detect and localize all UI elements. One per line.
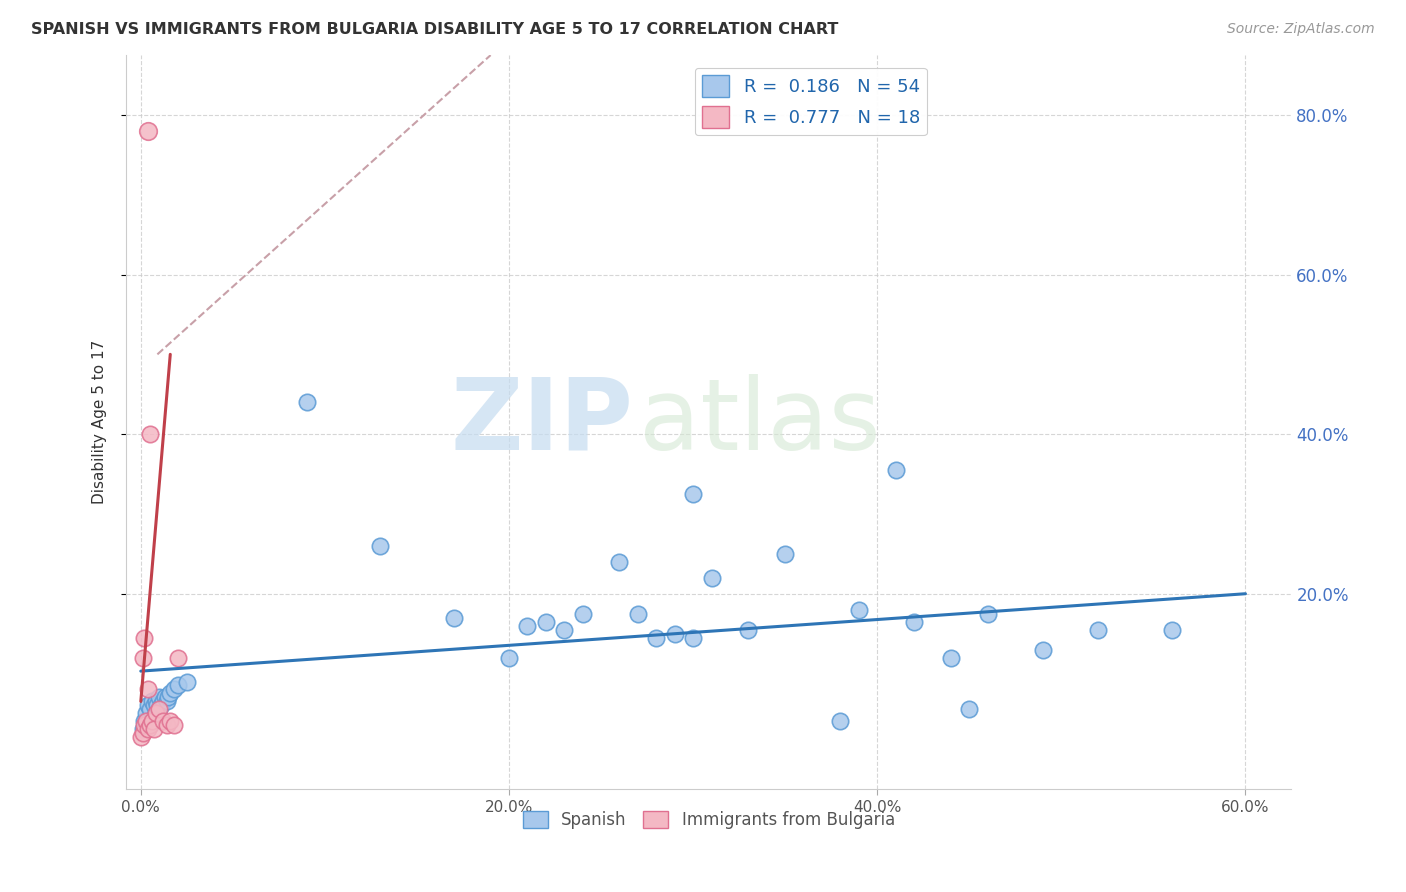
Point (1160, 623, 1182, 637)
Point (645, 631, 668, 645)
Point (136, 682, 159, 697)
Point (976, 607, 998, 621)
Point (134, 631, 156, 645)
Point (131, 650, 153, 665)
Point (700, 571, 723, 585)
Point (146, 698, 169, 713)
Point (737, 623, 759, 637)
Point (443, 610, 465, 624)
Point (553, 623, 575, 637)
Point (135, 714, 157, 729)
Point (1032, 642, 1054, 657)
Point (155, 694, 177, 708)
Point (139, 702, 162, 716)
Point (146, 710, 169, 724)
Point (141, 714, 163, 729)
Point (145, 694, 167, 708)
Text: SPANISH VS IMMIGRANTS FROM BULGARIA DISABILITY AGE 5 TO 17 CORRELATION CHART: SPANISH VS IMMIGRANTS FROM BULGARIA DISA… (31, 22, 838, 37)
Y-axis label: Disability Age 5 to 17: Disability Age 5 to 17 (93, 340, 107, 504)
Point (664, 626, 686, 640)
Point (142, 698, 165, 713)
Point (134, 714, 156, 729)
Point (884, 463, 907, 477)
Point (159, 714, 181, 729)
Point (176, 674, 198, 689)
Point (939, 650, 962, 665)
Point (145, 706, 167, 721)
Point (153, 690, 176, 705)
Point (145, 706, 167, 721)
Point (136, 698, 159, 713)
Point (534, 615, 557, 629)
Point (152, 714, 174, 729)
Point (157, 690, 180, 705)
Text: ZIP: ZIP (450, 374, 633, 471)
Point (848, 603, 870, 617)
Point (498, 650, 520, 665)
Point (135, 706, 157, 721)
Point (134, 718, 156, 732)
Point (150, 698, 173, 713)
Point (131, 726, 153, 740)
Legend: Spanish, Immigrants from Bulgaria: Spanish, Immigrants from Bulgaria (516, 805, 901, 836)
Point (136, 714, 159, 729)
Point (139, 718, 162, 732)
Point (159, 686, 181, 700)
Point (148, 702, 170, 716)
Point (682, 631, 704, 645)
Point (142, 723, 165, 737)
Point (682, 487, 704, 501)
Point (148, 690, 170, 705)
Point (152, 694, 174, 708)
Point (131, 723, 153, 737)
Point (903, 615, 925, 629)
Point (516, 618, 538, 632)
Point (139, 427, 162, 442)
Point (135, 718, 157, 732)
Point (155, 718, 177, 732)
Point (141, 694, 163, 708)
Point (148, 702, 170, 716)
Text: atlas: atlas (638, 374, 880, 471)
Point (166, 678, 188, 692)
Point (163, 718, 186, 732)
Point (166, 650, 188, 665)
Point (295, 395, 318, 409)
Point (627, 607, 650, 621)
Point (957, 702, 980, 716)
Point (830, 714, 852, 729)
Point (773, 547, 796, 561)
Point (142, 710, 165, 724)
Point (609, 555, 631, 569)
Text: Source: ZipAtlas.com: Source: ZipAtlas.com (1227, 22, 1375, 37)
Point (141, 714, 163, 729)
Point (136, 723, 159, 737)
Point (368, 539, 391, 553)
Point (163, 682, 186, 697)
Point (1087, 623, 1109, 637)
Point (129, 731, 152, 745)
Point (136, 124, 159, 138)
Point (139, 718, 162, 732)
Point (571, 607, 593, 621)
